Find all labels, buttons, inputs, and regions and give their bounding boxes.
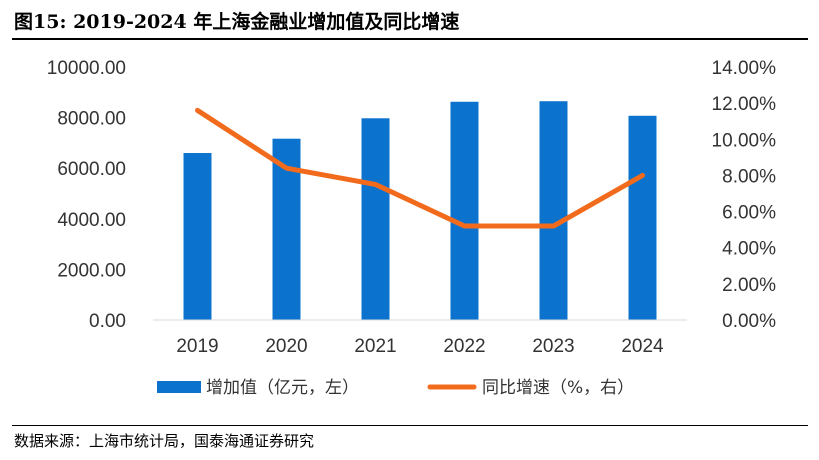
bar-2022 xyxy=(450,101,479,320)
x-tick-label: 2019 xyxy=(176,336,218,357)
legend-swatch-bar xyxy=(157,381,201,393)
bar-series-value-added xyxy=(183,101,657,321)
x-tick-label: 2024 xyxy=(621,336,664,357)
left-axis-ticks: 0.00 2000.00 4000.00 6000.00 8000.00 10000.00 xyxy=(47,58,126,332)
right-tick-label: 8.00% xyxy=(722,166,776,187)
left-tick-label: 6000.00 xyxy=(57,159,126,180)
x-tick-label: 2022 xyxy=(443,336,485,357)
left-tick-label: 0.00 xyxy=(89,311,126,332)
left-tick-label: 10000.00 xyxy=(47,58,126,79)
left-tick-label: 2000.00 xyxy=(57,260,126,281)
left-tick-label: 8000.00 xyxy=(57,109,126,130)
x-tick-label: 2020 xyxy=(265,336,307,357)
line-series-growth-rate xyxy=(195,107,645,229)
x-tick-label: 2023 xyxy=(532,336,574,357)
legend: 增加值（亿元，左） 同比增速（%，右） xyxy=(157,378,634,398)
right-tick-label: 14.00% xyxy=(712,58,777,79)
x-tick-label: 2021 xyxy=(354,336,396,357)
bar-2019 xyxy=(183,153,212,320)
bar-2023 xyxy=(539,101,568,321)
source-divider xyxy=(12,425,808,426)
figure-title: 图15: 2019-2024 年上海金融业增加值及同比增速 xyxy=(14,11,460,33)
right-tick-label: 0.00% xyxy=(722,311,776,332)
right-tick-label: 4.00% xyxy=(722,239,776,260)
right-tick-label: 12.00% xyxy=(712,94,777,115)
source-note: 数据来源：上海市统计局，国泰海通证券研究 xyxy=(14,432,315,450)
right-tick-label: 2.00% xyxy=(722,275,776,296)
legend-label-bar: 增加值（亿元，左） xyxy=(206,378,359,398)
right-tick-label: 6.00% xyxy=(722,203,776,224)
x-axis-ticks: 2019 2020 2021 2022 2023 2024 xyxy=(176,336,664,357)
right-axis-ticks: 0.00% 2.00% 4.00% 6.00% 8.00% 10.00% 12.00% 14.… xyxy=(712,58,777,332)
bar-2024 xyxy=(628,115,657,320)
left-tick-label: 4000.00 xyxy=(57,210,126,231)
legend-label-line: 同比增速（%，右） xyxy=(482,378,634,398)
bar-2021 xyxy=(361,118,390,320)
right-tick-label: 10.00% xyxy=(712,130,777,151)
title-divider xyxy=(12,38,808,40)
